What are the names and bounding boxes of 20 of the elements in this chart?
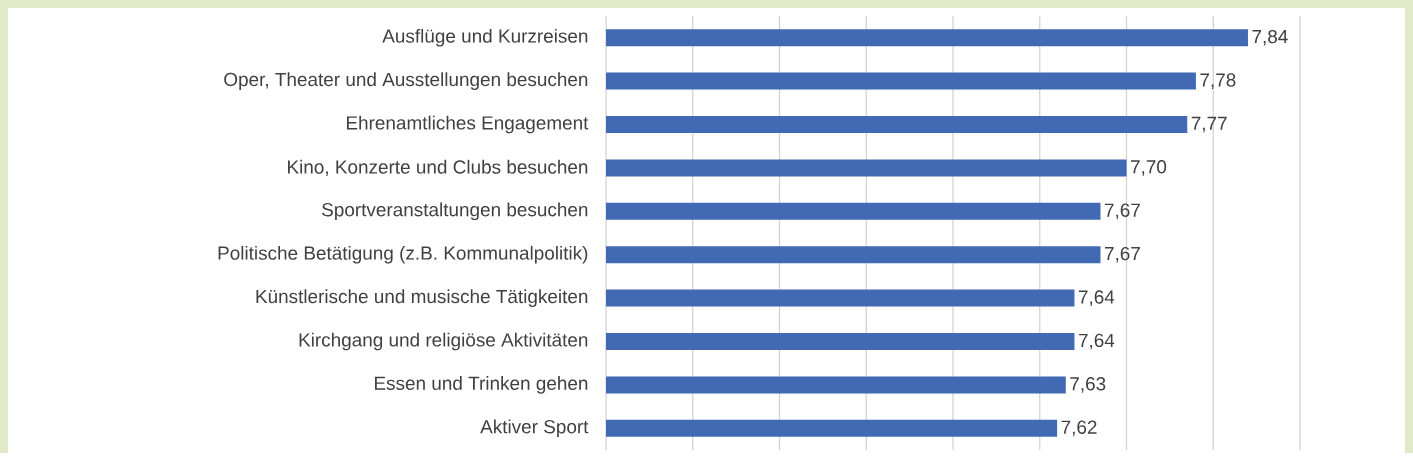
y-tick-label: Ehrenamtliches Engagement bbox=[346, 115, 589, 134]
y-tick-label: Sportveranstaltungen besuchen bbox=[322, 202, 588, 221]
data-label: 7,62 bbox=[1061, 420, 1097, 437]
data-label: 7,70 bbox=[1131, 160, 1167, 176]
y-tick-label: Kino, Konzerte und Clubs besuchen bbox=[288, 159, 588, 177]
y-tick-label: Oper, Theater und Ausstellungen besuchen bbox=[224, 72, 588, 90]
data-label: 7,64 bbox=[1078, 333, 1115, 350]
data-label: 7,63 bbox=[1070, 377, 1106, 393]
y-tick-label: Politische Betätigung (z.B. Kommunalpolitik) bbox=[218, 245, 588, 264]
y-tick-label: Künstlerische und musische Tätigkeiten bbox=[256, 289, 588, 307]
y-tick-label: Ausflüge und Kurzreisen bbox=[382, 28, 588, 47]
data-label: 7,67 bbox=[1104, 203, 1140, 220]
y-tick-label: Aktiver Sport bbox=[480, 419, 589, 438]
data-label: 7,64 bbox=[1078, 290, 1115, 307]
data-label: 7,84 bbox=[1252, 29, 1288, 46]
data-label: 7,78 bbox=[1200, 73, 1236, 89]
y-tick-label: Essen und Trinken gehen bbox=[375, 376, 588, 394]
data-label: 7,77 bbox=[1191, 116, 1227, 133]
y-tick-label: Kirchgang und religiöse Aktivitäten bbox=[299, 332, 588, 351]
data-label: 7,67 bbox=[1104, 246, 1140, 263]
